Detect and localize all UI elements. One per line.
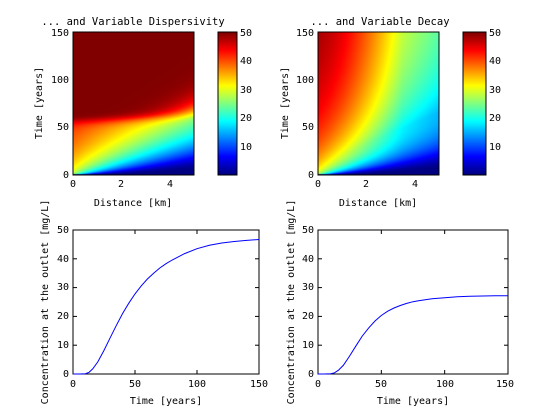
plot-frame bbox=[72, 31, 195, 176]
y-tick-label: 100 bbox=[296, 75, 314, 86]
colorbar-tick-label: 30 bbox=[240, 85, 252, 96]
y-tick-label: 150 bbox=[51, 28, 69, 39]
heatmap-image-decay bbox=[318, 32, 439, 175]
y-tick-label: 150 bbox=[296, 28, 314, 39]
y-tick-label: 50 bbox=[302, 225, 314, 236]
plot-frame bbox=[317, 31, 440, 176]
y-tick-label: 30 bbox=[302, 282, 314, 293]
colorbar-tick-label: 50 bbox=[489, 28, 501, 39]
x-tick-label: 100 bbox=[188, 379, 206, 390]
y-axis-label: Concentration at the outlet [mg/L] bbox=[286, 200, 297, 405]
x-axis-label: Distance [km] bbox=[94, 198, 172, 209]
colorbar-tick-label: 40 bbox=[489, 56, 501, 67]
y-tick-label: 30 bbox=[57, 282, 69, 293]
x-tick-label: 150 bbox=[250, 379, 268, 390]
colorbar-image bbox=[218, 32, 237, 175]
y-tick-label: 0 bbox=[308, 369, 314, 380]
line-plot-dispersivity: 0 50 100 150 0 10 20 30 40 50 Time [year… bbox=[40, 200, 268, 407]
colorbar-image bbox=[463, 32, 486, 175]
y-tick-label: 50 bbox=[57, 225, 69, 236]
colorbar-decay: 10 20 30 40 50 bbox=[462, 28, 501, 176]
x-tick-label: 100 bbox=[436, 379, 454, 390]
colorbar-dispersivity: 10 20 30 40 50 bbox=[217, 28, 252, 176]
heatmap-title: ... and Variable Decay bbox=[310, 16, 449, 28]
y-tick-label: 40 bbox=[57, 254, 69, 265]
x-tick-label: 4 bbox=[167, 179, 173, 190]
x-tick-label: 0 bbox=[315, 379, 321, 390]
colorbar-tick-label: 20 bbox=[240, 113, 252, 124]
y-axis-label: Concentration at the outlet [mg/L] bbox=[40, 200, 51, 405]
y-tick-label: 50 bbox=[57, 122, 69, 133]
line-plot-decay: 0 50 100 150 0 10 20 30 40 50 Time [year… bbox=[286, 200, 514, 407]
y-axis-label: Time [years] bbox=[34, 67, 45, 139]
y-tick-label: 40 bbox=[302, 254, 314, 265]
x-tick-label: 50 bbox=[129, 379, 141, 390]
x-tick-label: 50 bbox=[375, 379, 387, 390]
heatmap-dispersivity: ... and Variable Dispersivity 0 2 4 0 50… bbox=[34, 16, 225, 209]
x-tick-label: 0 bbox=[70, 179, 76, 190]
x-axis-label: Distance [km] bbox=[339, 198, 417, 209]
y-tick-label: 100 bbox=[51, 75, 69, 86]
y-axis-label: Time [years] bbox=[280, 67, 291, 139]
colorbar-tick-label: 40 bbox=[240, 56, 252, 67]
x-axis-label: Time [years] bbox=[377, 396, 449, 407]
colorbar-tick-label: 10 bbox=[489, 142, 501, 153]
colorbar-tick-label: 50 bbox=[240, 28, 252, 39]
x-tick-label: 2 bbox=[118, 179, 124, 190]
heatmap-image-dispersivity bbox=[73, 32, 194, 175]
y-tick-label: 20 bbox=[57, 311, 69, 322]
y-tick-label: 0 bbox=[63, 170, 69, 181]
x-tick-label: 2 bbox=[363, 179, 369, 190]
x-tick-label: 4 bbox=[412, 179, 418, 190]
plot-frame bbox=[72, 229, 260, 375]
heatmap-title: ... and Variable Dispersivity bbox=[41, 16, 224, 28]
series-line bbox=[73, 239, 260, 375]
x-tick-label: 0 bbox=[315, 179, 321, 190]
heatmap-decay: ... and Variable Decay 0 2 4 0 50 100 15… bbox=[280, 16, 450, 209]
y-tick-label: 0 bbox=[308, 170, 314, 181]
y-tick-label: 10 bbox=[57, 340, 69, 351]
y-tick-label: 20 bbox=[302, 311, 314, 322]
x-tick-label: 0 bbox=[70, 379, 76, 390]
colorbar-tick-label: 10 bbox=[240, 142, 252, 153]
x-axis-label: Time [years] bbox=[130, 396, 202, 407]
colorbar-tick-label: 20 bbox=[489, 113, 501, 124]
series-line bbox=[318, 295, 508, 375]
y-tick-label: 10 bbox=[302, 340, 314, 351]
y-tick-label: 50 bbox=[302, 122, 314, 133]
y-tick-label: 0 bbox=[63, 369, 69, 380]
x-tick-label: 150 bbox=[496, 379, 514, 390]
colorbar-tick-label: 30 bbox=[489, 85, 501, 96]
